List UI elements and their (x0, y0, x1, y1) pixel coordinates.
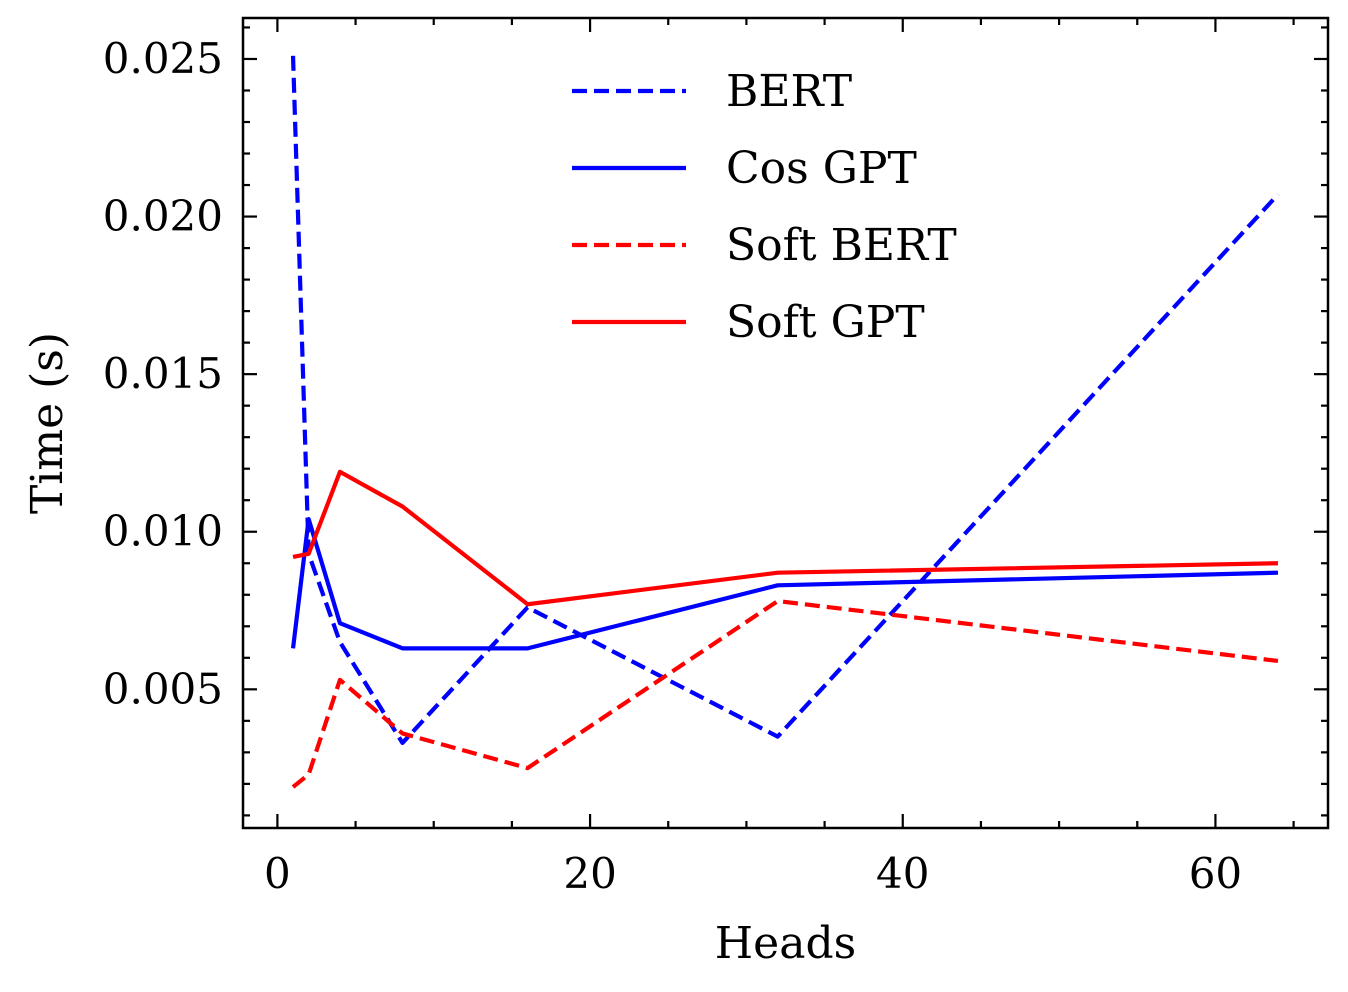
y-tick-label: 0.015 (103, 349, 223, 398)
y-tick-label: 0.025 (103, 34, 223, 83)
x-tick-label: 40 (876, 849, 929, 898)
x-axis-label: Heads (715, 918, 856, 969)
plot-content (290, 55, 1280, 789)
y-axis-label: Time (s) (22, 332, 73, 514)
ticks-layer (243, 18, 1328, 828)
legend: BERT Cos GPT Soft BERT Soft GPT (572, 66, 957, 348)
legend-label: Soft BERT (726, 220, 957, 271)
series-line-soft-gpt (292, 469, 1279, 607)
series-line-soft-bert (291, 598, 1279, 789)
y-tick-label: 0.005 (103, 664, 223, 713)
legend-label: BERT (726, 66, 852, 117)
y-tick-label: 0.010 (103, 507, 223, 556)
legend-label: Cos GPT (726, 143, 917, 194)
legend-label: Soft GPT (726, 297, 925, 348)
tick-labels-layer: 0 20 40 60 0.005 0.010 0.015 0.020 0.025 (103, 34, 1242, 898)
x-tick-label: 0 (264, 849, 291, 898)
plot-frame (241, 16, 1330, 830)
x-tick-label: 20 (563, 849, 616, 898)
x-tick-label: 60 (1189, 849, 1242, 898)
series-line-cos-gpt (290, 517, 1279, 651)
y-tick-label: 0.020 (103, 192, 223, 241)
